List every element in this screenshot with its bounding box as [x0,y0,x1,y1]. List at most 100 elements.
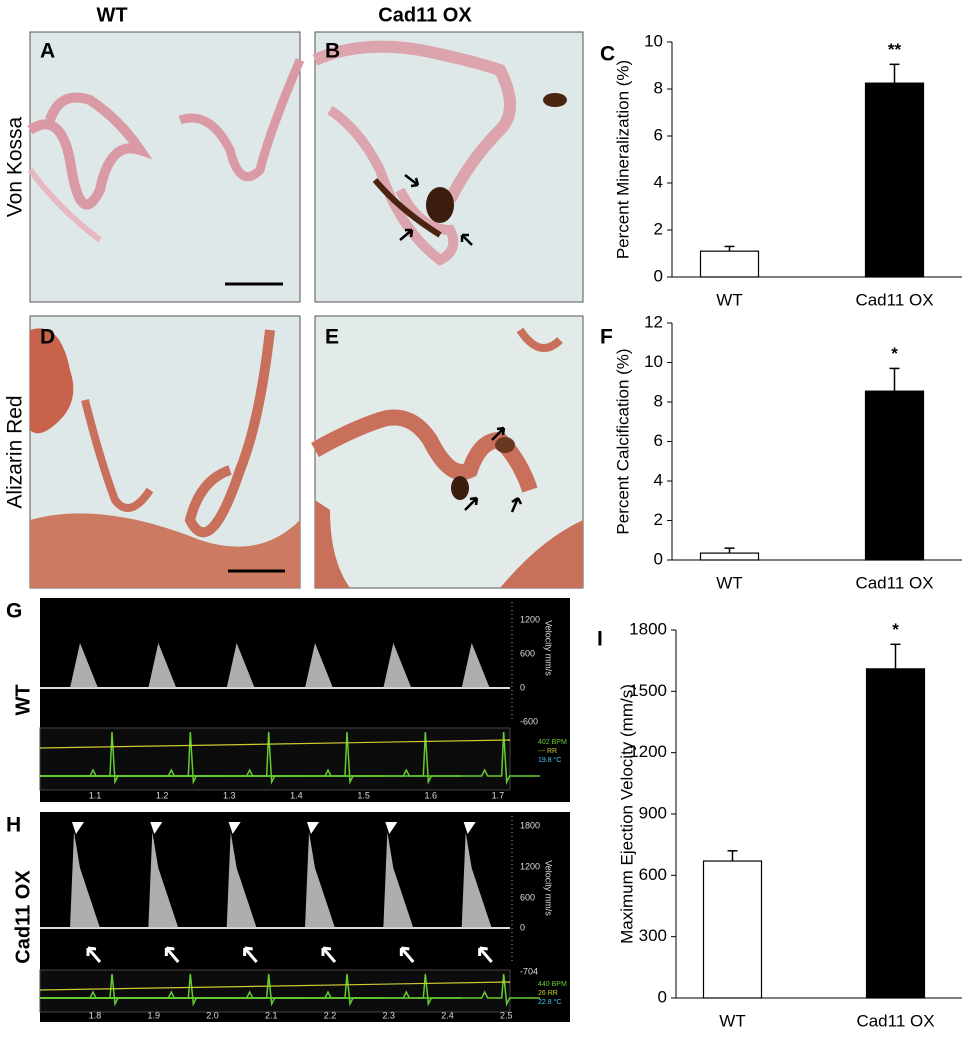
y-tick-label: 8 [654,391,663,410]
y-tick-label: 1800 [629,619,667,638]
group-label: WT [12,684,34,715]
y-tick-label: 4 [654,470,663,489]
vital-sign: 19.8 °C [538,756,561,764]
velocity-tick: 1200 [520,861,540,871]
time-tick: 1.6 [424,790,437,800]
bar [864,82,925,278]
y-tick-label: 10 [644,31,663,50]
velocity-spike [70,832,100,928]
time-tick: 1.1 [89,790,102,800]
velocity-tick: 1800 [520,820,540,830]
velocity-tick: 1200 [520,614,540,624]
velocity-spike [70,643,98,688]
column-header: Cad11 OX [378,4,472,26]
time-tick: 1.5 [357,790,370,800]
significance: * [892,620,899,639]
vital-sign: 26 RR [538,990,558,997]
arrow [164,946,180,963]
velocity-spike [148,832,179,928]
velocity-tick: 0 [520,682,525,692]
bar [699,250,760,278]
panel-label: D [40,326,55,349]
arrow [321,946,337,963]
time-tick: 2.5 [500,1010,513,1020]
y-tick-label: 8 [654,78,663,97]
y-tick-label: 2 [654,510,663,529]
y-tick-label: 6 [654,125,663,144]
micrograph [29,315,301,589]
time-tick: 1.7 [492,790,505,800]
column-header: WT [96,4,127,26]
vital-sign: 402 BPM [538,739,567,746]
arrowhead [307,822,319,834]
x-tick-label: Cad11 OX [856,1011,934,1030]
velocity-spike [305,832,335,928]
velocity-spike [383,643,412,688]
velocity-tick: 600 [520,892,535,902]
velocity-tick: -704 [520,966,538,976]
y-tick-label: 6 [654,431,663,450]
y-tick-label: 12 [644,312,663,331]
ecg-trace [40,973,540,1007]
y-tick-label: 0 [658,987,667,1006]
y-tick-label: 10 [644,352,663,371]
ecg-trace [40,731,540,785]
velocity-spike [148,643,177,688]
vital-sign: 440 BPM [538,981,567,988]
time-tick: 2.1 [265,1010,278,1020]
micrograph [311,315,584,589]
ecg-area [39,727,511,791]
time-tick: 2.2 [324,1010,337,1020]
y-tick-label: 0 [654,266,663,285]
y-tick-label: 300 [639,926,667,945]
velocity-tick: 0 [520,922,525,932]
velocity-spike [305,643,333,688]
panel-label: A [40,40,55,63]
bar [865,668,926,999]
y-axis-label: Percent Calcification (%) [613,348,632,534]
panel-label: C [600,43,615,66]
x-tick-label: Cad11 OX [855,573,933,592]
velocity-spike [226,643,255,688]
velocity-spike [461,832,492,928]
time-tick: 1.8 [89,1010,102,1020]
y-tick-label: 900 [639,803,667,822]
time-tick: 1.3 [223,790,236,800]
y-axis-label: Maximum Ejection Velocity (mm/s) [617,684,636,944]
velocity-spike [226,832,257,928]
time-tick: 1.2 [156,790,169,800]
arrow [243,946,258,963]
group-label: Cad11 OX [12,870,34,964]
x-tick-label: Cad11 OX [855,290,933,309]
arrowhead [72,822,84,834]
resp-trace [39,739,511,749]
significance: ** [888,40,902,59]
arrow [399,946,415,963]
panel-label: I [597,628,603,651]
resp-trace [39,981,511,991]
significance: * [891,344,898,363]
x-tick-label: WT [719,1011,745,1030]
arrow [86,946,102,963]
y-tick-label: 0 [654,549,663,568]
arrow [478,946,493,963]
row-label: Alizarin Red [4,395,27,508]
velocity-tick: 600 [520,648,535,658]
panel-label: G [6,600,22,623]
y-tick-label: 1200 [629,742,667,761]
panel-label: E [325,326,339,349]
y-tick-label: 1500 [629,681,667,700]
micrograph [312,31,584,303]
time-tick: 2.3 [382,1010,395,1020]
time-tick: 1.4 [290,790,303,800]
arrowhead [385,822,398,834]
time-tick: 2.0 [206,1010,219,1020]
y-tick-label: 600 [639,865,667,884]
velocity-label: Velocity mm/s [544,860,554,916]
time-tick: 1.9 [147,1010,160,1020]
velocity-label: Velocity mm/s [544,620,554,676]
y-tick-label: 4 [654,172,663,191]
arrowhead [150,822,163,834]
velocity-spike [383,832,414,928]
